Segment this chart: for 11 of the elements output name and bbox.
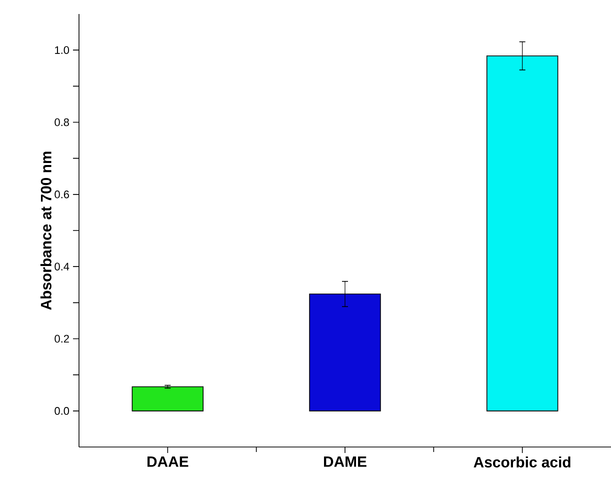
y-tick-label: 0.2 [54,334,69,343]
bar [132,386,204,412]
x-tick-label: DAME [324,456,366,467]
y-tick-label: 0.4 [54,262,70,270]
x-tick-label: DAAE [147,456,188,467]
y-tick-label: 1.0 [55,46,70,54]
y-axis-title: Absorbance at 700 nm [40,152,52,310]
y-tick-label: 0.0 [54,407,70,415]
y-tick-label: 0.6 [54,190,69,198]
y-tick-label: 0.8 [54,118,69,126]
x-tick-label: Ascorbic acid [474,456,570,468]
